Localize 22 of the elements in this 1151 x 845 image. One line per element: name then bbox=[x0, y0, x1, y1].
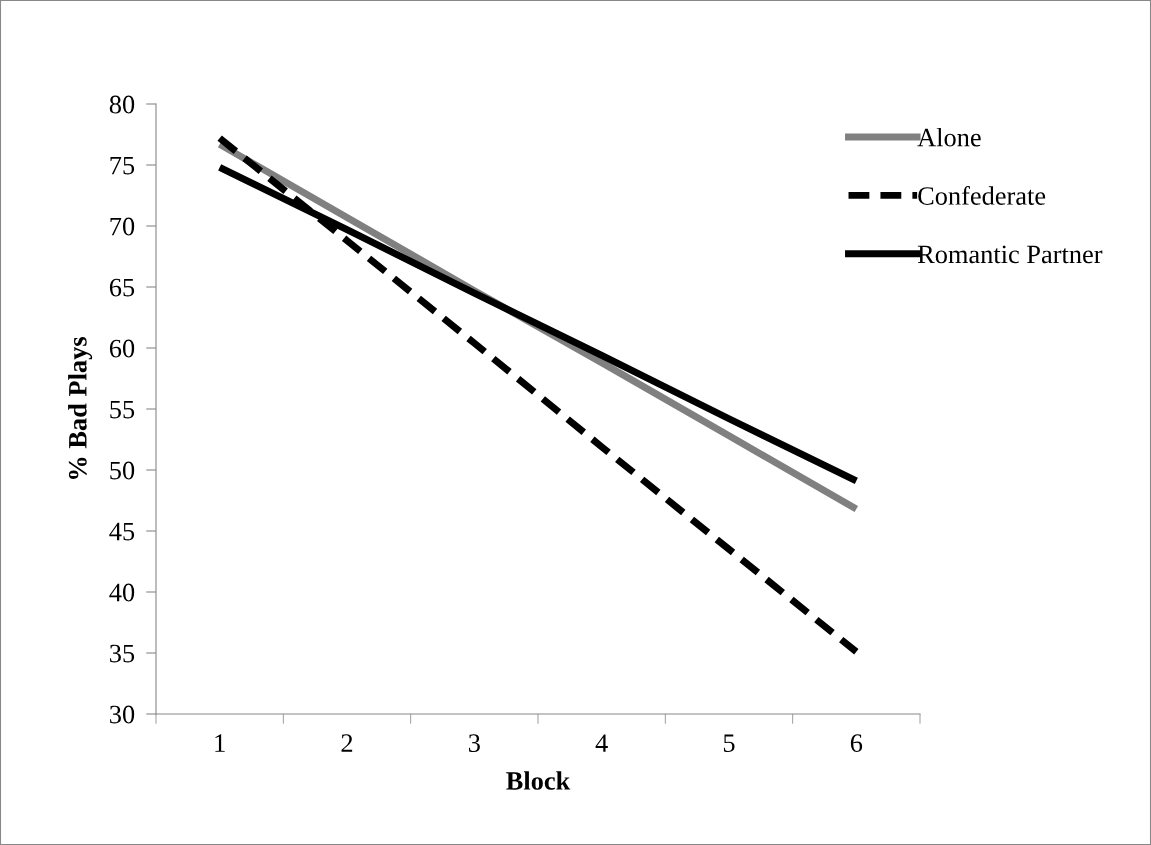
y-tick-label: 75 bbox=[110, 156, 135, 175]
x-tick-label: 6 bbox=[850, 734, 863, 753]
x-tick-label: 4 bbox=[595, 734, 608, 752]
y-tick-label: 55 bbox=[110, 400, 135, 419]
y-tick-label: 50 bbox=[110, 461, 135, 480]
x-tick-label: 1 bbox=[215, 734, 225, 752]
x-tick-label: 5 bbox=[723, 734, 735, 753]
x-axis-title: Block bbox=[506, 771, 571, 790]
y-tick-label: 30 bbox=[110, 705, 135, 724]
y-tick-label: 45 bbox=[109, 522, 135, 541]
x-tick-label: 2 bbox=[341, 734, 353, 752]
y-tick-label: 35 bbox=[110, 644, 135, 663]
y-tick-label: 60 bbox=[109, 339, 135, 358]
legend-label: Romantic Partner bbox=[917, 245, 1103, 264]
legend-label: Alone bbox=[917, 127, 981, 147]
y-tick-label: 65 bbox=[109, 278, 135, 297]
y-axis-title: % Bad Plays bbox=[68, 337, 93, 479]
x-tick-label: 3 bbox=[469, 734, 480, 753]
legend-label: Confederate bbox=[918, 186, 1046, 205]
y-tick-label: 40 bbox=[109, 583, 135, 602]
y-tick-label: 70 bbox=[110, 217, 135, 236]
y-tick-label: 80 bbox=[109, 95, 135, 114]
